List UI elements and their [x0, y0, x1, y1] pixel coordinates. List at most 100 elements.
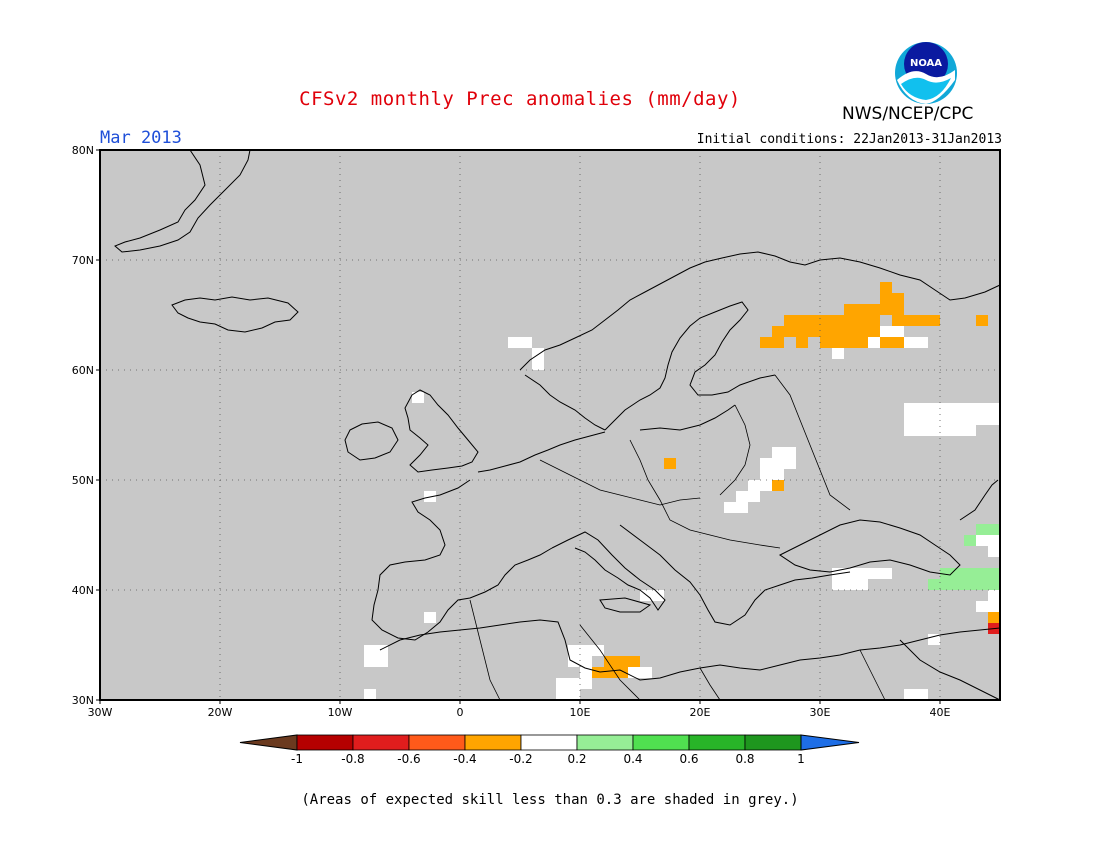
- orange-anomaly-cell: [880, 282, 892, 293]
- white-anomaly-cell: [364, 645, 376, 656]
- lightgreen-anomaly-cell: [928, 579, 940, 590]
- white-anomaly-cell: [760, 469, 772, 480]
- orange-anomaly-cell: [796, 337, 808, 348]
- white-anomaly-cell: [556, 689, 568, 700]
- white-anomaly-cell: [772, 447, 784, 458]
- white-anomaly-cell: [940, 403, 952, 414]
- orange-anomaly-cell: [664, 458, 676, 469]
- orange-anomaly-cell: [856, 326, 868, 337]
- white-anomaly-cell: [940, 414, 952, 425]
- white-anomaly-cell: [976, 535, 988, 546]
- white-anomaly-cell: [364, 656, 376, 667]
- white-anomaly-cell: [772, 458, 784, 469]
- white-anomaly-cell: [928, 634, 940, 645]
- orange-anomaly-cell: [760, 337, 772, 348]
- white-anomaly-cell: [580, 656, 592, 667]
- colorbar-label: 0.4: [623, 752, 642, 766]
- lightgreen-anomaly-cell: [976, 524, 988, 535]
- colorbar-box: [576, 734, 634, 751]
- white-anomaly-cell: [580, 667, 592, 678]
- orange-anomaly-cell: [772, 480, 784, 491]
- white-anomaly-cell: [988, 546, 1000, 557]
- white-anomaly-cell: [736, 502, 748, 513]
- colorbar-box: [352, 734, 410, 751]
- white-anomaly-cell: [412, 392, 424, 403]
- orange-anomaly-cell: [820, 337, 832, 348]
- orange-anomaly-cell: [832, 326, 844, 337]
- white-anomaly-cell: [916, 403, 928, 414]
- white-anomaly-cell: [568, 689, 580, 700]
- latitude-label: 30N: [72, 694, 94, 707]
- white-anomaly-cell: [892, 326, 904, 337]
- colorbar-box: [296, 734, 354, 751]
- orange-anomaly-cell: [832, 337, 844, 348]
- white-anomaly-cell: [748, 491, 760, 502]
- white-anomaly-cell: [880, 326, 892, 337]
- orange-anomaly-cell: [796, 326, 808, 337]
- orange-anomaly-cell: [976, 315, 988, 326]
- white-anomaly-cell: [904, 337, 916, 348]
- white-anomaly-cell: [976, 601, 988, 612]
- valid-month-label: Mar 2013: [100, 128, 182, 148]
- colorbar-label: -0.4: [453, 752, 476, 766]
- white-anomaly-cell: [880, 568, 892, 579]
- white-anomaly-cell: [784, 458, 796, 469]
- colorbar-box: [520, 734, 578, 751]
- orange-anomaly-cell: [808, 315, 820, 326]
- orange-anomaly-cell: [868, 326, 880, 337]
- colorbar-box: [464, 734, 522, 751]
- orange-anomaly-cell: [988, 612, 1000, 623]
- gridlines: [100, 150, 1000, 700]
- white-anomaly-cell: [376, 645, 388, 656]
- orange-anomaly-cell: [844, 315, 856, 326]
- orange-anomaly-cell: [880, 293, 892, 304]
- orange-anomaly-cell: [916, 315, 928, 326]
- colorbar-label: -1: [291, 752, 303, 766]
- colorbar-label: -0.2: [509, 752, 532, 766]
- white-anomaly-cell: [580, 645, 592, 656]
- colorbar-arrow-low: [239, 734, 298, 751]
- white-anomaly-cell: [856, 579, 868, 590]
- white-anomaly-cell: [952, 414, 964, 425]
- chart-title: CFSv2 monthly Prec anomalies (mm/day): [299, 88, 741, 110]
- white-anomaly-cell: [568, 656, 580, 667]
- white-anomaly-cell: [592, 645, 604, 656]
- colorbar-label: 1: [797, 752, 805, 766]
- white-anomaly-cell: [976, 414, 988, 425]
- orange-anomaly-cell: [616, 656, 628, 667]
- orange-anomaly-cell: [820, 326, 832, 337]
- white-anomaly-cell: [856, 568, 868, 579]
- white-anomaly-cell: [844, 579, 856, 590]
- white-anomaly-cell: [832, 579, 844, 590]
- white-anomaly-cell: [508, 337, 520, 348]
- white-anomaly-cell: [868, 337, 880, 348]
- orange-anomaly-cell: [616, 667, 628, 678]
- lightgreen-anomaly-cell: [964, 579, 976, 590]
- lightgreen-anomaly-cell: [964, 535, 976, 546]
- longitude-label: 40E: [930, 706, 951, 719]
- white-anomaly-cell: [964, 403, 976, 414]
- orange-anomaly-cell: [868, 315, 880, 326]
- longitude-label: 20E: [690, 706, 711, 719]
- orange-anomaly-cell: [928, 315, 940, 326]
- orange-anomaly-cell: [604, 656, 616, 667]
- white-anomaly-cell: [940, 425, 952, 436]
- map-background: [100, 150, 1000, 700]
- orange-anomaly-cell: [892, 293, 904, 304]
- white-anomaly-cell: [952, 403, 964, 414]
- colorbar-box: [744, 734, 802, 751]
- colorbar-box: [688, 734, 746, 751]
- colorbar-label: 0.8: [735, 752, 754, 766]
- white-anomaly-cell: [580, 678, 592, 689]
- longitude-label: 30W: [88, 706, 113, 719]
- white-anomaly-cell: [772, 469, 784, 480]
- orange-anomaly-cell: [892, 337, 904, 348]
- white-anomaly-cell: [928, 414, 940, 425]
- lightgreen-anomaly-cell: [964, 568, 976, 579]
- white-anomaly-cell: [844, 568, 856, 579]
- white-anomaly-cell: [652, 590, 664, 601]
- orange-anomaly-cell: [784, 326, 796, 337]
- longitude-label: 0: [457, 706, 464, 719]
- lightgreen-anomaly-cell: [988, 568, 1000, 579]
